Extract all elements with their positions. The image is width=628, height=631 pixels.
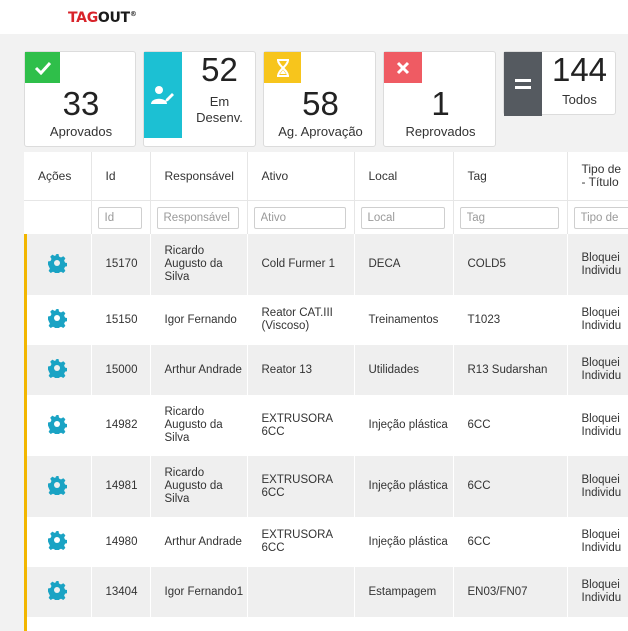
cell-ativo: Reator 13 — [247, 345, 354, 395]
cell-id: 13404 — [91, 567, 150, 617]
cell-responsavel: Ricardo Augusto da Silva — [150, 395, 247, 456]
permits-table: Ações Id Responsável Ativo Local Tag Tip… — [24, 152, 628, 631]
summary-card-reprovados[interactable]: 1 Reprovados — [383, 51, 496, 147]
cell-id: 15150 — [91, 295, 150, 345]
top-bar: TAGOUT® — [0, 0, 628, 34]
label-todos: Todos — [562, 92, 597, 107]
cell-id: 14982 — [91, 395, 150, 456]
col-header-tipo[interactable]: Tipo de - Título — [567, 152, 628, 201]
close-icon — [384, 52, 422, 83]
count-ag-aprovacao: 58 — [302, 85, 339, 122]
user-edit-icon — [144, 52, 182, 138]
cell-tipo: Bloquei Individu — [567, 234, 628, 295]
summary-card-todos[interactable]: 144 Todos — [503, 51, 616, 116]
cell-tipo: Bloquei Individu — [567, 567, 628, 617]
gear-icon[interactable] — [47, 309, 68, 331]
cell-responsavel: Ricardo Augusto da Silva — [150, 456, 247, 517]
col-header-acoes: Ações — [24, 152, 92, 201]
summary-card-em-desenv[interactable]: 52 Em Desenv. — [143, 51, 256, 147]
cell-ativo: EXTRUSORA 6CC — [247, 517, 354, 567]
label-em-desenv: Em Desenv. — [196, 94, 243, 125]
cell-ativo: EXTRUSORA 6CC — [247, 395, 354, 456]
cell-local: DECA — [354, 234, 453, 295]
cell-tag: 6CC — [453, 395, 567, 456]
status-bar — [24, 234, 27, 631]
cell-tag: T1023 — [453, 295, 567, 345]
filter-tag-input[interactable] — [459, 206, 559, 229]
cell-local: Injeção plástica — [354, 456, 453, 517]
cell-id: 15170 — [91, 234, 150, 295]
cell-tag: R13 Sudarshan — [453, 345, 567, 395]
table-row[interactable]: 13404 Igor Fernando1 Estampagem EN03/FN0… — [24, 567, 628, 617]
gear-icon[interactable] — [47, 475, 68, 498]
label-ag-aprovacao: Ag. Aprovação — [278, 124, 363, 139]
cell-responsavel: Arthur Andrade — [150, 517, 247, 567]
col-header-responsavel[interactable]: Responsável — [150, 152, 248, 201]
check-icon — [25, 52, 60, 83]
count-em-desenv: 52 — [201, 51, 238, 88]
cell-responsavel: Arthur Andrade — [150, 345, 247, 395]
table-row[interactable]: 14981 Ricardo Augusto da Silva EXTRUSORA… — [24, 456, 628, 517]
table-row[interactable]: 15170 Ricardo Augusto da Silva Cold Furm… — [24, 234, 628, 295]
filter-cell-acoes — [24, 200, 92, 234]
cell-tag: 6CC — [453, 456, 567, 517]
cell-ativo — [247, 567, 354, 617]
cell-tipo: Bloquei Individu — [567, 456, 628, 517]
cell-ativo: EXTRUSORA 6CC — [247, 456, 354, 517]
cell-id: 14981 — [91, 456, 150, 517]
cell-tag: 6CC — [453, 517, 567, 567]
cell-id: 14980 — [91, 517, 150, 567]
cell-tag: EN03/FN07 — [453, 567, 567, 617]
cell-tipo: Bloquei Individu — [567, 517, 628, 567]
cell-ativo: Reator CAT.III (Viscoso) — [247, 295, 354, 345]
filter-responsavel-input[interactable] — [156, 206, 239, 229]
equals-icon — [504, 52, 542, 116]
cell-tipo: Bloquei Individu — [567, 395, 628, 456]
cell-ativo: Cold Furmer 1 — [247, 234, 354, 295]
cell-local: Injeção plástica — [354, 517, 453, 567]
cell-responsavel: Igor Fernando1 — [150, 567, 247, 617]
col-header-ativo[interactable]: Ativo — [247, 152, 355, 201]
gear-icon[interactable] — [47, 414, 68, 437]
main-content: 33 Aprovados 52 Em Desenv. 58 Ag. Aprovaç… — [0, 34, 628, 631]
cell-responsavel: Igor Fernando — [150, 295, 247, 345]
col-header-id[interactable]: Id — [91, 152, 151, 201]
cell-local: Estampagem — [354, 567, 453, 617]
filter-id-input[interactable] — [97, 206, 142, 229]
col-header-local[interactable]: Local — [354, 152, 454, 201]
cell-tag: COLD5 — [453, 234, 567, 295]
table-row[interactable]: 15150 Igor Fernando Reator CAT.III (Visc… — [24, 295, 628, 345]
table-row[interactable]: 15000 Arthur Andrade Reator 13 Utilidade… — [24, 345, 628, 395]
col-header-tag[interactable]: Tag — [453, 152, 568, 201]
cell-tipo: Bloquei Individu — [567, 345, 628, 395]
hourglass-icon — [264, 52, 301, 83]
cell-local: Treinamentos — [354, 295, 453, 345]
gear-icon[interactable] — [47, 253, 68, 276]
table-row[interactable]: 14982 Ricardo Augusto da Silva EXTRUSORA… — [24, 395, 628, 456]
gear-icon[interactable] — [47, 359, 68, 381]
cell-tipo: Bloquei Individu — [567, 295, 628, 345]
tagout-logo[interactable]: TAGOUT® — [68, 10, 137, 26]
filter-local-input[interactable] — [360, 206, 445, 229]
summary-card-aprovados[interactable]: 33 Aprovados — [24, 51, 136, 147]
filter-ativo-input[interactable] — [253, 206, 346, 229]
filter-tipo-input[interactable] — [573, 206, 628, 229]
summary-card-ag-aprovacao[interactable]: 58 Ag. Aprovação — [263, 51, 376, 147]
label-reprovados: Reprovados — [405, 124, 476, 139]
cell-id: 15000 — [91, 345, 150, 395]
table-row[interactable]: 14980 Arthur Andrade EXTRUSORA 6CC Injeç… — [24, 517, 628, 567]
count-todos: 144 — [551, 51, 608, 88]
cell-local: Utilidades — [354, 345, 453, 395]
cell-local: Injeção plástica — [354, 395, 453, 456]
label-aprovados: Aprovados — [49, 124, 113, 139]
gear-icon[interactable] — [47, 581, 68, 603]
cell-responsavel: Ricardo Augusto da Silva — [150, 234, 247, 295]
count-reprovados: 1 — [431, 85, 450, 122]
gear-icon[interactable] — [47, 531, 68, 553]
count-aprovados: 33 — [62, 85, 100, 122]
